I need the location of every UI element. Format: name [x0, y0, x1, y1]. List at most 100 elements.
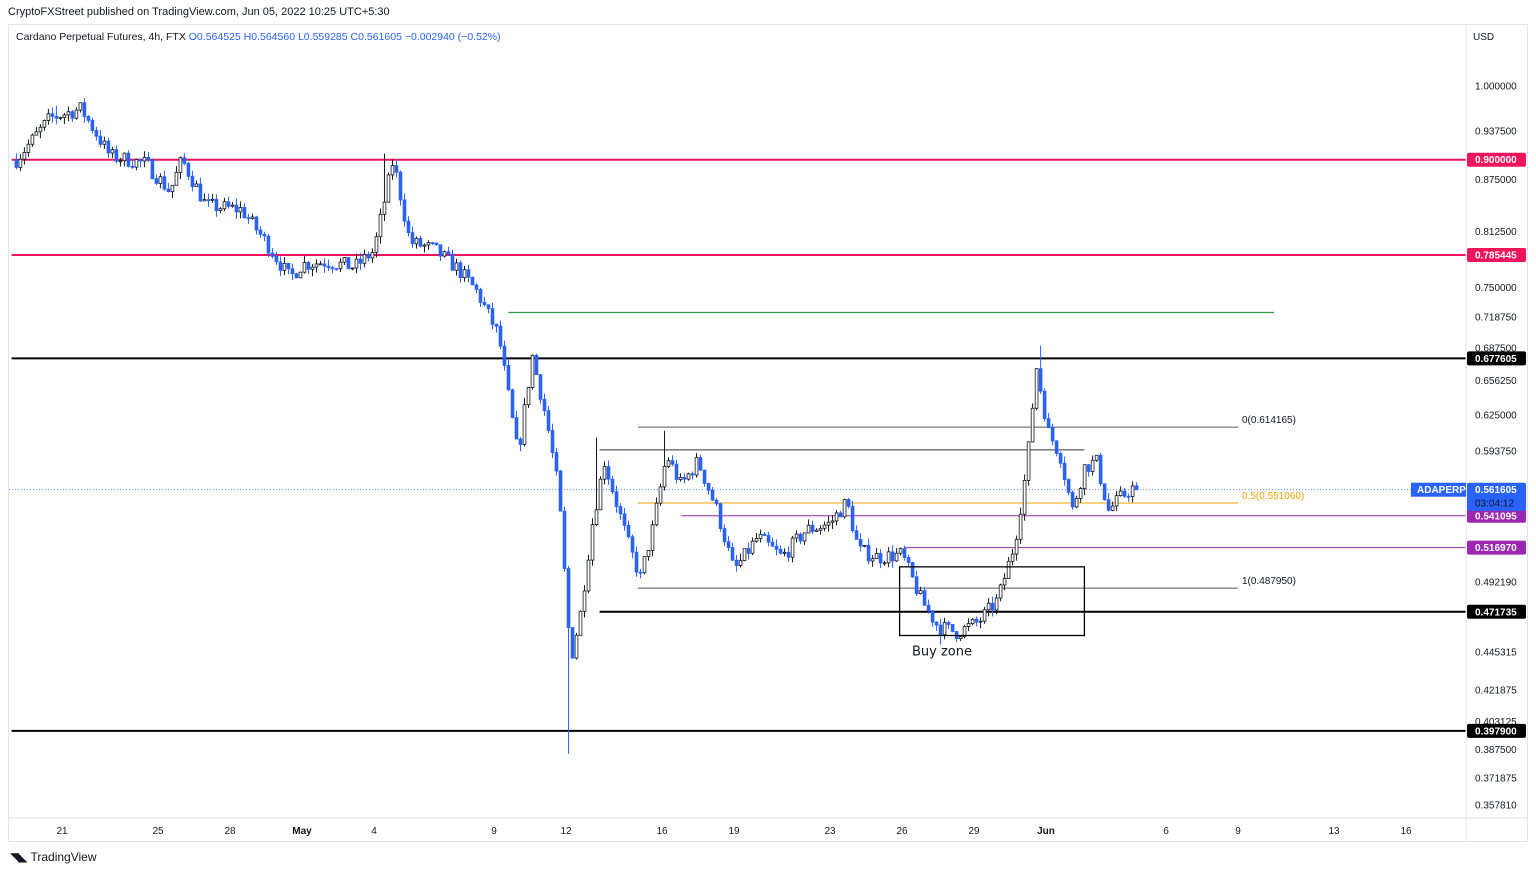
buy-zone-box: [898, 566, 1086, 637]
candle-body: [306, 262, 311, 270]
price-tick-label: 0.387500: [1475, 745, 1517, 756]
bar-countdown: 03:04:12: [1475, 499, 1514, 510]
candle-body: [1078, 488, 1083, 499]
candle-body: [394, 165, 399, 173]
candle-body: [98, 135, 103, 145]
candle-body: [246, 217, 251, 220]
candle-body: [1126, 495, 1131, 498]
candle-body: [490, 308, 495, 325]
candle-body: [474, 284, 479, 290]
candle-body: [290, 268, 295, 275]
candle-body: [42, 120, 47, 128]
candle-body: [998, 584, 1003, 599]
price-tick-label: 0.625000: [1475, 410, 1517, 421]
candlestick-series: [14, 98, 1139, 754]
candle-body: [390, 165, 395, 176]
candle-body: [142, 156, 147, 162]
candle-body: [498, 325, 503, 347]
candle-body: [1074, 497, 1079, 508]
candle-body: [502, 345, 507, 366]
candle-body: [190, 175, 195, 187]
candle-body: [914, 576, 919, 595]
candle-body: [242, 207, 247, 219]
level-price-tag-text: 0.516970: [1475, 543, 1517, 554]
candle-body: [686, 473, 691, 480]
candle-body: [278, 261, 283, 271]
candle-body: [854, 530, 859, 540]
candle-body: [926, 604, 931, 612]
candle-body: [938, 624, 943, 635]
tradingview-brand-text: TradingView: [30, 850, 97, 864]
candle-body: [562, 510, 567, 569]
candle-body: [930, 610, 935, 623]
candle-body: [582, 590, 587, 612]
candle-body: [1058, 453, 1063, 464]
candle-body: [934, 621, 939, 626]
candle-body: [22, 152, 27, 160]
tradingview-logo[interactable]: ◥◣ TradingView: [10, 850, 97, 864]
price-tick-label: 0.421875: [1475, 685, 1517, 696]
candle-body: [90, 119, 95, 131]
candle-body: [862, 545, 867, 547]
price-tick-label: 0.593750: [1475, 446, 1517, 457]
ohlc-high: H0.564560: [243, 31, 296, 43]
candle-body: [674, 463, 679, 480]
currency-label: USD: [1473, 32, 1494, 43]
candle-body: [1106, 499, 1111, 511]
price-axis: USD 1.000000 0.937500 0.875000 0.812500 0.750…: [1411, 25, 1526, 842]
time-axis: 21 25 28 May 4 9 12 16 19 23 26 29 Jun 6 9 13 16: [9, 817, 1528, 837]
candle-body: [114, 149, 119, 162]
candle-body: [578, 610, 583, 636]
candle-body: [834, 512, 839, 522]
candle-body: [270, 252, 275, 257]
candle-body: [1046, 418, 1051, 429]
time-tick-label: May: [292, 826, 312, 837]
candle-body: [866, 545, 871, 562]
candle-body: [618, 506, 623, 515]
candle-body: [1122, 490, 1127, 497]
candle-body: [70, 111, 75, 119]
candle-body: [666, 460, 671, 467]
candle-body: [342, 257, 347, 263]
candle-body: [798, 533, 803, 542]
candle-body: [878, 553, 883, 564]
candle-body: [462, 269, 467, 279]
candle-body: [478, 288, 483, 303]
candle-body: [830, 520, 835, 523]
candle-body: [426, 242, 431, 246]
candle-body: [1002, 578, 1007, 586]
candle-body: [1006, 560, 1011, 579]
candle-body: [974, 618, 979, 623]
candle-body: [174, 171, 179, 186]
candle-body: [962, 626, 967, 638]
candle-body: [302, 262, 307, 273]
candle-body: [738, 560, 743, 566]
candle-body: [818, 527, 823, 531]
candle-body: [438, 244, 443, 257]
candle-body: [766, 535, 771, 543]
candle-body: [598, 478, 603, 511]
candle-body: [734, 559, 739, 566]
candle-body: [714, 499, 719, 505]
candle-body: [858, 539, 863, 547]
candle-body: [402, 199, 407, 222]
candle-body: [1082, 464, 1087, 489]
candle-body: [378, 213, 383, 238]
candle-body: [158, 176, 163, 184]
candle-body: [806, 524, 811, 534]
candle-body: [882, 562, 887, 565]
time-tick-label: 25: [152, 826, 164, 837]
time-tick-label: 19: [728, 826, 740, 837]
candle-body: [810, 524, 815, 532]
candle-body: [542, 398, 547, 412]
candle-body: [1118, 490, 1123, 497]
candle-body: [194, 183, 199, 187]
candle-body: [1062, 462, 1067, 480]
candle-body: [566, 568, 571, 628]
symbol-name: Cardano Perpetual Futures, 4h, FTX: [16, 31, 186, 43]
candle-body: [942, 622, 947, 635]
candle-body: [754, 538, 759, 542]
candle-body: [682, 476, 687, 480]
candle-body: [1054, 440, 1059, 454]
